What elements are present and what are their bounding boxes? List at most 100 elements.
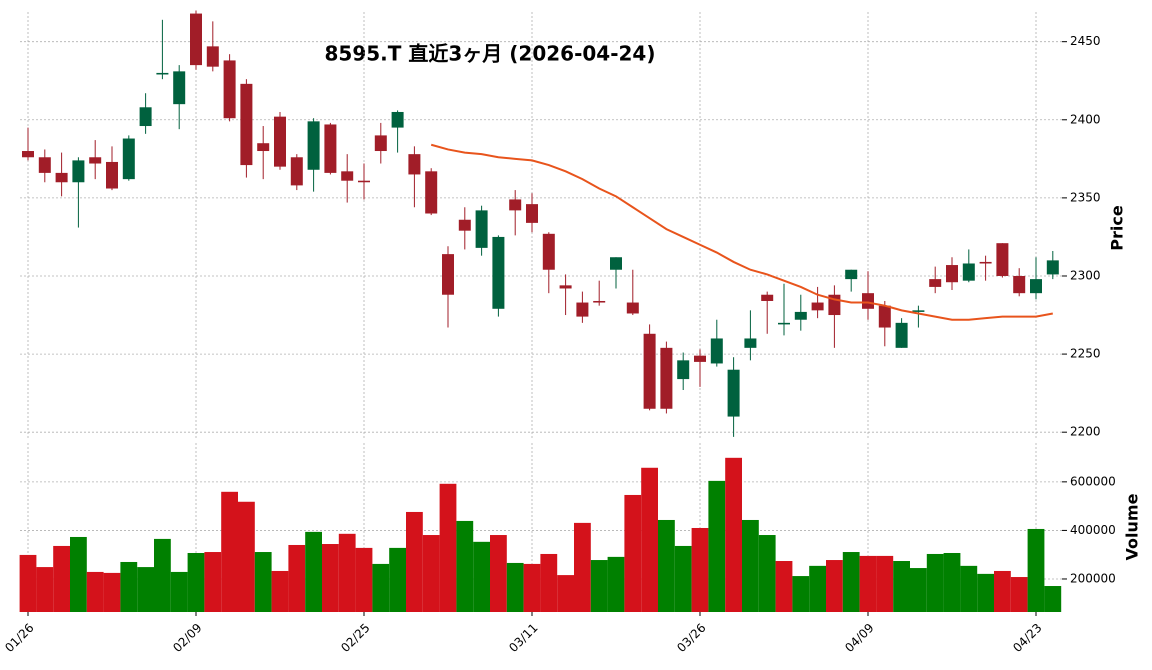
candle-body — [240, 83, 253, 166]
volume-bar — [137, 567, 154, 612]
candle-body — [946, 265, 958, 283]
candle-body — [442, 254, 454, 295]
volume-bar — [1044, 586, 1062, 612]
candle-body — [122, 138, 135, 180]
candle-body — [895, 322, 908, 348]
volume-bar — [36, 567, 54, 612]
candle-body — [559, 285, 572, 289]
volume-bar — [792, 576, 810, 612]
y-tick-label: 2200 — [1070, 425, 1101, 439]
volume-bar — [53, 545, 70, 612]
volume-bar — [103, 572, 121, 612]
volume-bar — [322, 544, 339, 612]
volume-bar — [338, 533, 356, 612]
volume-tick-label: 400000 — [1070, 523, 1116, 537]
candle-body — [425, 171, 438, 214]
candle-body — [1013, 275, 1026, 294]
candle-body — [660, 347, 673, 409]
volume-bar — [19, 554, 37, 612]
volume-bar — [238, 501, 255, 612]
volume-bar — [641, 467, 658, 612]
volume-bar — [708, 480, 726, 612]
volume-bar — [254, 552, 272, 612]
candle-body — [358, 180, 370, 183]
candle-body — [593, 300, 606, 303]
candle-body — [794, 311, 807, 320]
volume-bar — [372, 563, 390, 612]
candle-body — [526, 204, 538, 223]
candle-body — [811, 302, 824, 311]
candle-body — [979, 261, 992, 264]
x-tick-label: 02/09 — [170, 621, 204, 655]
volume-bar — [305, 531, 322, 612]
y-tick-label: 2350 — [1070, 190, 1101, 204]
candle-body — [223, 60, 236, 119]
volume-bar — [406, 511, 423, 612]
x-tick-label: 04/09 — [842, 621, 876, 655]
candle-body — [626, 302, 639, 314]
candle-body — [139, 107, 152, 127]
candle-body — [72, 160, 85, 183]
x-tick-label: 04/23 — [1010, 621, 1044, 655]
volume-bar — [288, 544, 306, 612]
volume-bar — [154, 538, 171, 612]
candle-body — [492, 236, 505, 309]
volume-bar — [842, 552, 860, 612]
candle-body — [694, 355, 706, 362]
volume-bar — [574, 522, 591, 612]
x-tick-label: 03/26 — [674, 621, 708, 655]
volume-bar — [742, 519, 759, 612]
candle-body — [862, 293, 874, 309]
volume-bar — [943, 552, 961, 612]
volume-bar — [725, 457, 742, 612]
volume-bar — [960, 565, 978, 612]
candle-body — [257, 143, 270, 152]
volume-bar — [910, 568, 927, 612]
candle-body — [106, 161, 118, 189]
volume-bar — [540, 553, 558, 612]
volume-bar — [523, 563, 541, 612]
candle-body — [38, 157, 51, 173]
candle-body — [727, 369, 740, 417]
volume-bar — [187, 552, 205, 612]
candle-body — [290, 157, 303, 186]
volume-bar — [624, 494, 642, 612]
volume-tick-label: 600000 — [1070, 474, 1116, 488]
volume-bar — [859, 555, 877, 612]
volume-bar — [758, 535, 776, 612]
volume-bar — [271, 570, 289, 612]
volume-bar — [658, 519, 675, 612]
volume-axis-label: Volume — [1123, 493, 1142, 560]
volume-bar — [994, 570, 1011, 612]
volume-bar — [439, 483, 457, 612]
volume-bar — [674, 545, 692, 612]
y-tick-label: 2450 — [1070, 34, 1101, 48]
candle-body — [778, 322, 790, 325]
volume-bar — [86, 571, 104, 612]
candle-body — [509, 199, 522, 211]
volume-bar — [1010, 577, 1028, 612]
candle-body — [341, 171, 354, 181]
volume-bar — [809, 565, 826, 612]
volume-bar — [506, 562, 524, 612]
candle-body — [962, 263, 975, 281]
candle-body — [274, 116, 286, 167]
volume-bar — [170, 571, 188, 612]
candle-body — [845, 269, 858, 280]
candle-body — [22, 151, 34, 158]
candle-body — [173, 71, 186, 105]
volume-bar — [926, 553, 944, 612]
candle-body — [458, 219, 471, 231]
candle-body — [576, 302, 589, 317]
x-tick-label: 01/26 — [2, 621, 36, 655]
moving-average-line — [430, 143, 1053, 321]
candle-body — [912, 310, 925, 312]
candle-body — [156, 72, 169, 75]
candle-body — [1046, 260, 1059, 275]
candle-body — [324, 124, 337, 173]
x-tick-label: 03/11 — [506, 621, 540, 655]
candle-body — [89, 157, 102, 164]
candle-body — [677, 360, 690, 380]
volume-bar — [876, 555, 894, 612]
